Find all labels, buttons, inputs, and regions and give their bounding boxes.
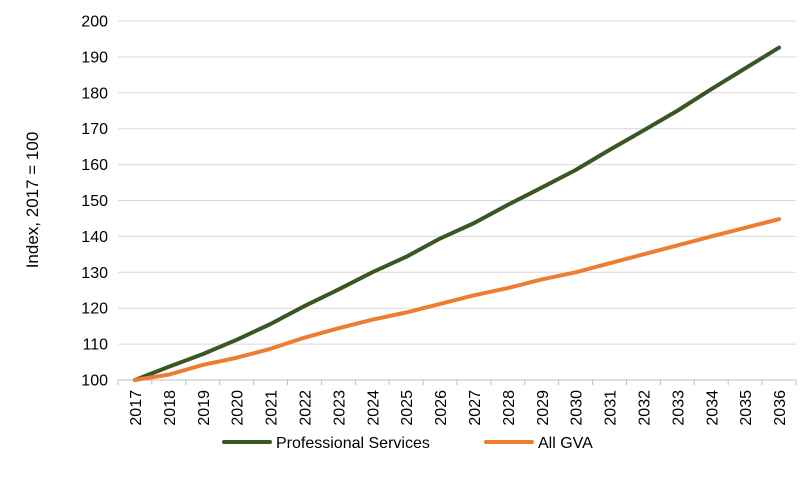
x-tick-label: 2020 — [230, 390, 247, 426]
y-tick-labels: 100 110 120 130 140 150 160 170 180 190 200 — [81, 14, 108, 390]
x-tick-label: 2033 — [670, 390, 687, 426]
x-tick-label: 2018 — [162, 390, 179, 426]
y-tick-label: 140 — [81, 229, 108, 246]
x-tick-label: 2036 — [772, 390, 789, 426]
x-tick-label: 2022 — [297, 390, 314, 426]
x-tick-label: 2027 — [467, 390, 484, 426]
x-tick-label: 2030 — [569, 390, 586, 426]
y-tick-label: 120 — [81, 301, 108, 318]
y-tick-label: 200 — [81, 14, 108, 31]
y-tick-label: 150 — [81, 193, 108, 210]
x-tick-label: 2021 — [264, 390, 281, 426]
legend: Professional Services All GVA — [222, 435, 593, 452]
x-tick-label: 2031 — [603, 390, 620, 426]
gridlines — [118, 20, 796, 381]
series-line-professional-services — [132, 45, 782, 382]
x-tick-labels: 2017 2018 2019 2020 2021 2022 2023 2024 2025 2026… — [117, 380, 797, 426]
y-tick-label: 100 — [81, 373, 108, 390]
y-tick-label: 170 — [81, 121, 108, 138]
x-tick-label: 2029 — [535, 390, 552, 426]
x-tick-label: 2026 — [433, 390, 450, 426]
series-lines — [132, 45, 782, 382]
x-tick-label: 2024 — [365, 390, 382, 426]
y-tick-label: 110 — [82, 337, 108, 354]
x-tick-label: 2032 — [636, 390, 653, 426]
x-tick-label: 2034 — [704, 390, 721, 426]
y-axis-title: Index, 2017 = 100 — [23, 132, 42, 269]
y-tick-label: 160 — [81, 157, 108, 174]
y-tick-label: 190 — [81, 49, 108, 66]
x-tick-label: 2019 — [196, 390, 213, 426]
legend-label: All GVA — [538, 435, 593, 452]
x-tick-label: 2035 — [738, 390, 755, 426]
x-tick-label: 2017 — [128, 390, 145, 426]
x-tick-label: 2025 — [399, 390, 416, 426]
x-tick-label: 2023 — [331, 390, 348, 426]
y-tick-label: 180 — [81, 85, 108, 102]
x-tick-label: 2028 — [501, 390, 518, 426]
y-tick-label: 130 — [81, 265, 108, 282]
series-line-all-gva — [132, 217, 782, 382]
legend-label: Professional Services — [276, 435, 430, 452]
